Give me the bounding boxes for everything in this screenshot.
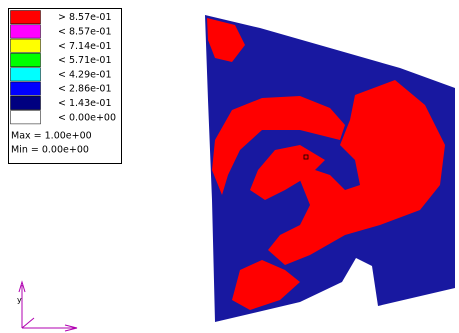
- contour-region: [232, 260, 300, 310]
- arrowhead: [64, 324, 78, 332]
- axis-triad: y: [17, 280, 78, 332]
- legend-label: < 2.86e-01: [58, 84, 112, 95]
- legend: Max = 1.00e+00 Min = 0.00e+00 > 8.57e-01…: [8, 8, 122, 164]
- z-axis-arrow: [21, 317, 35, 329]
- contour-region: [268, 80, 445, 265]
- legend-swatch: [10, 110, 41, 125]
- model: [205, 15, 455, 322]
- min-label: Min = 0.00e+00: [11, 145, 89, 156]
- legend-label: < 8.57e-01: [58, 26, 112, 37]
- legend-label: < 5.71e-01: [58, 55, 112, 66]
- arrowhead: [18, 280, 26, 293]
- legend-label: < 1.43e-01: [58, 98, 112, 109]
- legend-swatch: [10, 53, 41, 67]
- legend-label: < 0.00e+00: [58, 112, 116, 123]
- legend-swatch: [10, 10, 41, 25]
- y-axis-label: y: [17, 296, 22, 305]
- legend-label: < 7.14e-01: [58, 41, 112, 52]
- legend-swatch: [10, 67, 41, 82]
- legend-label: < 4.29e-01: [58, 69, 112, 80]
- contour-region: [212, 96, 345, 195]
- contour-region: [207, 18, 245, 62]
- legend-label: > 8.57e-01: [58, 12, 112, 23]
- legend-swatch: [10, 38, 41, 53]
- legend-swatch: [10, 24, 41, 39]
- legend-swatch: [10, 81, 41, 96]
- max-label: Max = 1.00e+00: [11, 131, 92, 142]
- center-marker: [303, 154, 309, 160]
- legend-swatch: [10, 96, 41, 110]
